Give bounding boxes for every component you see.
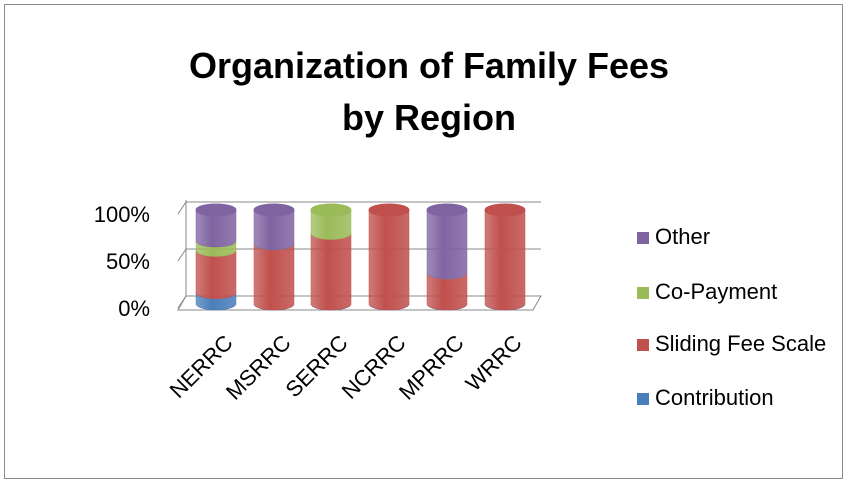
chart-title: Organization of Family Fees by Region: [188, 45, 670, 138]
cylinder-segment: [195, 250, 237, 299]
grid-line: [177, 248, 541, 262]
cylinder-segment: [310, 233, 352, 311]
legend-swatch: [637, 232, 649, 244]
legend-swatch: [637, 393, 649, 405]
legend-label: Contribution: [655, 385, 774, 410]
y-tick-label: 0%: [118, 296, 150, 321]
x-tick-label: MPRRC: [394, 330, 469, 405]
chart-frame: [4, 4, 843, 479]
cylinder-top: [195, 203, 237, 217]
grid-line: [177, 295, 541, 309]
legend-label: Other: [655, 224, 710, 249]
cylinder-segment: [484, 209, 526, 311]
y-tick-label: 100%: [94, 202, 150, 227]
legend-swatch: [637, 287, 649, 299]
cylinder-segment: [253, 243, 295, 311]
cylinder-top: [310, 203, 352, 217]
cylinder-segment: [426, 209, 468, 280]
cylinder-top: [426, 203, 468, 217]
x-tick-label: MSRRC: [221, 330, 296, 405]
legend-label: Sliding Fee Scale: [655, 331, 826, 356]
legend-swatch: [637, 339, 649, 351]
grid-line: [177, 201, 541, 215]
y-tick-label: 50%: [106, 249, 150, 274]
cylinder-top: [253, 203, 295, 217]
x-tick-label: WRRC: [461, 330, 527, 396]
legend-label: Co-Payment: [655, 279, 777, 304]
cylinder-top: [368, 203, 410, 217]
cylinder-top: [484, 203, 526, 217]
cylinder-segment: [368, 209, 410, 311]
